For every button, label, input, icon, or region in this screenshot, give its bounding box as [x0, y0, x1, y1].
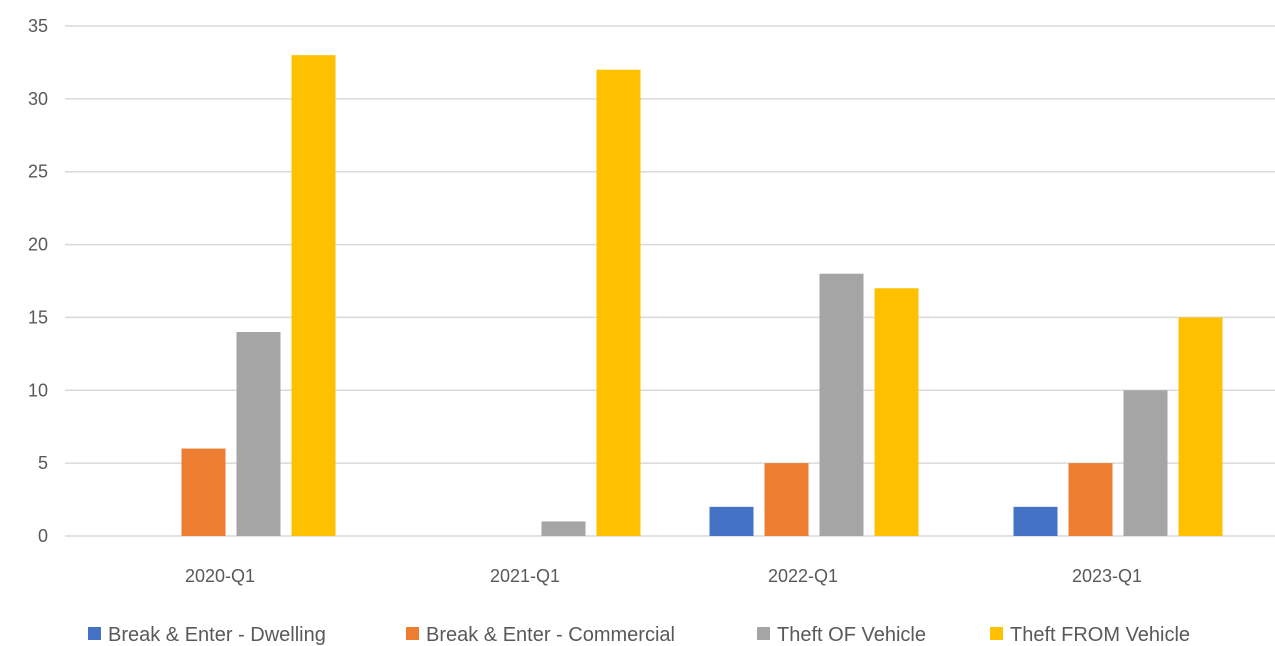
y-tick-label: 10 — [28, 380, 48, 400]
y-tick-label: 35 — [28, 16, 48, 36]
legend-swatch-3 — [990, 627, 1003, 640]
bar-3-3 — [1178, 317, 1223, 536]
bar-3-0 — [291, 55, 336, 537]
y-tick-label: 0 — [38, 526, 48, 546]
y-tick-label: 30 — [28, 89, 48, 109]
legend-swatch-0 — [88, 627, 101, 640]
bar-2-2 — [819, 273, 864, 536]
bar-0-2 — [709, 506, 754, 536]
y-tick-label: 5 — [38, 453, 48, 473]
legend-label-3: Theft FROM Vehicle — [1010, 624, 1190, 646]
y-tick-label: 15 — [28, 307, 48, 327]
bar-3-1 — [596, 69, 641, 536]
y-tick-label: 20 — [28, 235, 48, 255]
x-axis-ticks: 2020-Q1 2021-Q1 2022-Q1 2023-Q1 — [185, 566, 1142, 586]
bar-2-1 — [541, 521, 586, 536]
bar-2-3 — [1123, 390, 1168, 536]
legend-swatch-2 — [757, 627, 770, 640]
bar-1-0 — [181, 448, 226, 536]
bars — [181, 55, 1223, 537]
x-tick-label: 2020-Q1 — [185, 566, 255, 586]
legend-swatch-1 — [406, 627, 419, 640]
x-tick-label: 2022-Q1 — [768, 566, 838, 586]
legend: Break & Enter - Dwelling Break & Enter - … — [88, 624, 1190, 646]
y-tick-label: 25 — [28, 162, 48, 182]
x-tick-label: 2021-Q1 — [490, 566, 560, 586]
legend-label-0: Break & Enter - Dwelling — [108, 624, 326, 646]
y-axis-ticks: 0 5 10 15 20 25 30 35 — [28, 16, 48, 546]
legend-label-1: Break & Enter - Commercial — [426, 624, 675, 646]
bar-0-3 — [1013, 506, 1058, 536]
x-tick-label: 2023-Q1 — [1072, 566, 1142, 586]
bar-1-3 — [1068, 463, 1113, 536]
bar-1-2 — [764, 463, 809, 536]
legend-label-2: Theft OF Vehicle — [777, 624, 926, 646]
bar-3-2 — [874, 288, 919, 536]
bar-2-0 — [236, 332, 281, 536]
